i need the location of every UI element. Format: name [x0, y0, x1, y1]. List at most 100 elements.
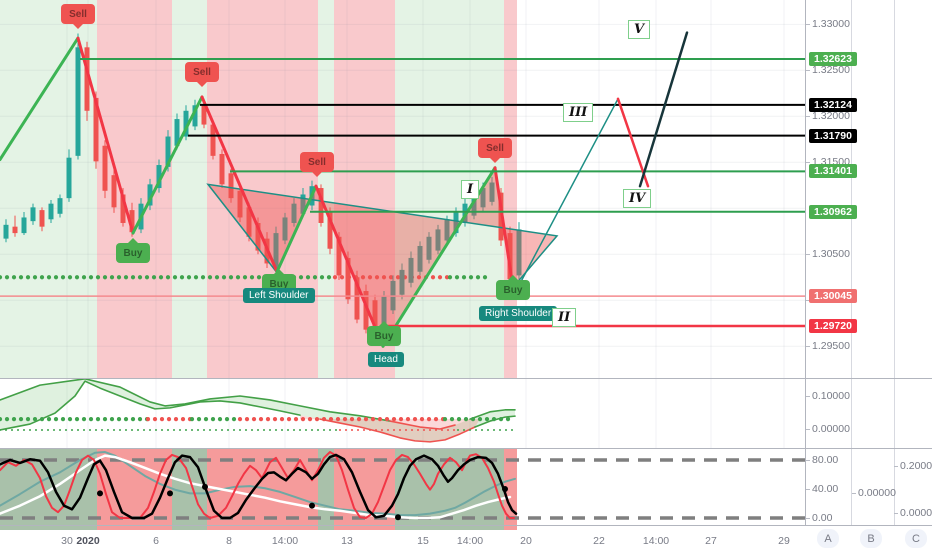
- oscillator-svg[interactable]: [0, 378, 805, 448]
- time-tick-label: 14:00: [456, 535, 484, 547]
- candle-body: [57, 198, 63, 214]
- axis-tick-label: 80.00: [805, 454, 839, 466]
- price-axis[interactable]: 1.330001.325001.320001.315001.305001.300…: [805, 0, 932, 525]
- candle-body: [300, 194, 306, 214]
- candle-body: [327, 211, 333, 249]
- candle-body: [453, 211, 459, 234]
- candle-body: [489, 182, 495, 202]
- session-strip-segment: [504, 526, 517, 530]
- price-level-badge[interactable]: 1.31790: [809, 128, 857, 143]
- axis-tick-label: 1.32000: [806, 110, 850, 123]
- candle-body: [183, 110, 189, 137]
- time-tick-label: 13: [341, 535, 353, 547]
- pattern-point-label[interactable]: Left Shoulder: [243, 288, 315, 303]
- time-tick-label: 15: [417, 535, 429, 547]
- time-tick-label: 2020: [76, 535, 100, 547]
- candle-body: [75, 47, 81, 156]
- wave-label[interactable]: II: [552, 308, 577, 327]
- candle-body: [417, 245, 423, 272]
- time-tick-label: 22: [593, 535, 605, 547]
- zigzag-segment: [200, 95, 279, 274]
- candle-body: [363, 291, 369, 330]
- wave-label[interactable]: III: [563, 103, 594, 122]
- candle-body: [219, 154, 225, 185]
- pullback-line-red: [616, 97, 650, 188]
- candle-body: [93, 97, 99, 162]
- pattern-point-label[interactable]: Right Shoulder: [479, 306, 558, 321]
- candle-body: [201, 105, 207, 125]
- zigzag-segment: [493, 166, 515, 289]
- candle-body: [246, 207, 252, 237]
- price-level-badge[interactable]: 1.30045: [809, 289, 857, 304]
- candle-body: [336, 236, 342, 276]
- scale-button-c[interactable]: C: [905, 529, 927, 548]
- axis-tick-label: 1.32500: [806, 64, 850, 77]
- buy-signal-tag[interactable]: Buy: [367, 321, 401, 346]
- time-tick-label: 29: [778, 535, 790, 547]
- price-pane[interactable]: Sell Sell Sell Sell Buy Buy Buy Buy Left Shoulde…: [0, 0, 805, 378]
- candle-body: [228, 173, 234, 199]
- scale-column-divider: [851, 0, 852, 525]
- pattern-point-label[interactable]: Head: [368, 352, 404, 367]
- zigzag-segment: [76, 36, 135, 235]
- price-level-badge[interactable]: 1.30962: [809, 204, 857, 219]
- time-tick-label: 14:00: [271, 535, 299, 547]
- time-tick-label: 8: [226, 535, 232, 547]
- axis-tick-label: 0.10000: [806, 390, 850, 402]
- price-level-badge[interactable]: 1.31401: [809, 164, 857, 179]
- candle-body: [354, 277, 360, 320]
- time-tick-label: 30: [61, 535, 73, 547]
- stoch-marker-dot: [202, 483, 208, 490]
- candle-body: [255, 222, 261, 251]
- candle-body: [381, 296, 387, 336]
- pane-divider[interactable]: [0, 378, 932, 379]
- candle-body: [84, 47, 90, 111]
- candle-body: [408, 257, 414, 283]
- session-strip-segment: [395, 526, 504, 530]
- stochastic-svg[interactable]: [0, 448, 805, 525]
- candle-body: [516, 229, 522, 276]
- price-level-badge[interactable]: 1.32124: [809, 97, 857, 112]
- candle-body: [3, 224, 9, 239]
- sell-signal-tag[interactable]: Sell: [300, 152, 334, 177]
- candle-body: [435, 229, 441, 251]
- axis-tick-label: 40.00: [805, 483, 839, 495]
- scale-button-b[interactable]: B: [860, 529, 882, 548]
- buy-signal-tag[interactable]: Buy: [496, 275, 530, 300]
- candle-body: [273, 233, 279, 269]
- stoch-marker-dot: [309, 502, 315, 509]
- candle-body: [39, 210, 45, 227]
- buy-signal-tag[interactable]: Buy: [116, 238, 150, 263]
- session-strip-segment: [172, 526, 207, 530]
- price-level-badge[interactable]: 1.29720: [809, 318, 857, 333]
- scale-column-divider: [894, 0, 895, 525]
- wave-label[interactable]: I: [461, 180, 480, 199]
- candle-body: [12, 226, 18, 234]
- price-chart-svg[interactable]: [0, 0, 805, 378]
- wave-label[interactable]: V: [628, 20, 651, 39]
- price-level-badge[interactable]: 1.32623: [809, 52, 857, 66]
- sell-signal-tag[interactable]: Sell: [478, 138, 512, 163]
- candle-body: [237, 190, 243, 218]
- scale-button-a[interactable]: A: [817, 529, 839, 548]
- axis-tick-label: 0.00000: [894, 507, 932, 519]
- stochastic-pane[interactable]: [0, 448, 805, 525]
- oscillator-pane[interactable]: [0, 378, 805, 448]
- candle-body: [165, 136, 171, 167]
- time-axis[interactable]: 30 2020 6 8 14:00 13 15 14:00 20 22 14:00 27 29 A B C: [0, 525, 932, 550]
- zigzag-segment: [131, 95, 204, 235]
- pane-divider[interactable]: [0, 448, 932, 449]
- axis-tick-label: 1.30500: [806, 248, 850, 261]
- candle-body: [282, 217, 288, 241]
- sell-signal-tag[interactable]: Sell: [61, 4, 95, 29]
- candle-body: [66, 157, 72, 199]
- wave-label[interactable]: IV: [623, 189, 652, 208]
- candle-body: [318, 188, 324, 223]
- candle-body: [147, 184, 153, 206]
- sell-signal-tag[interactable]: Sell: [185, 62, 219, 87]
- candle-body: [210, 124, 216, 156]
- candle-body: [129, 210, 135, 233]
- session-strip-segment: [318, 526, 334, 530]
- axis-tick-label: 0.00000: [806, 423, 850, 435]
